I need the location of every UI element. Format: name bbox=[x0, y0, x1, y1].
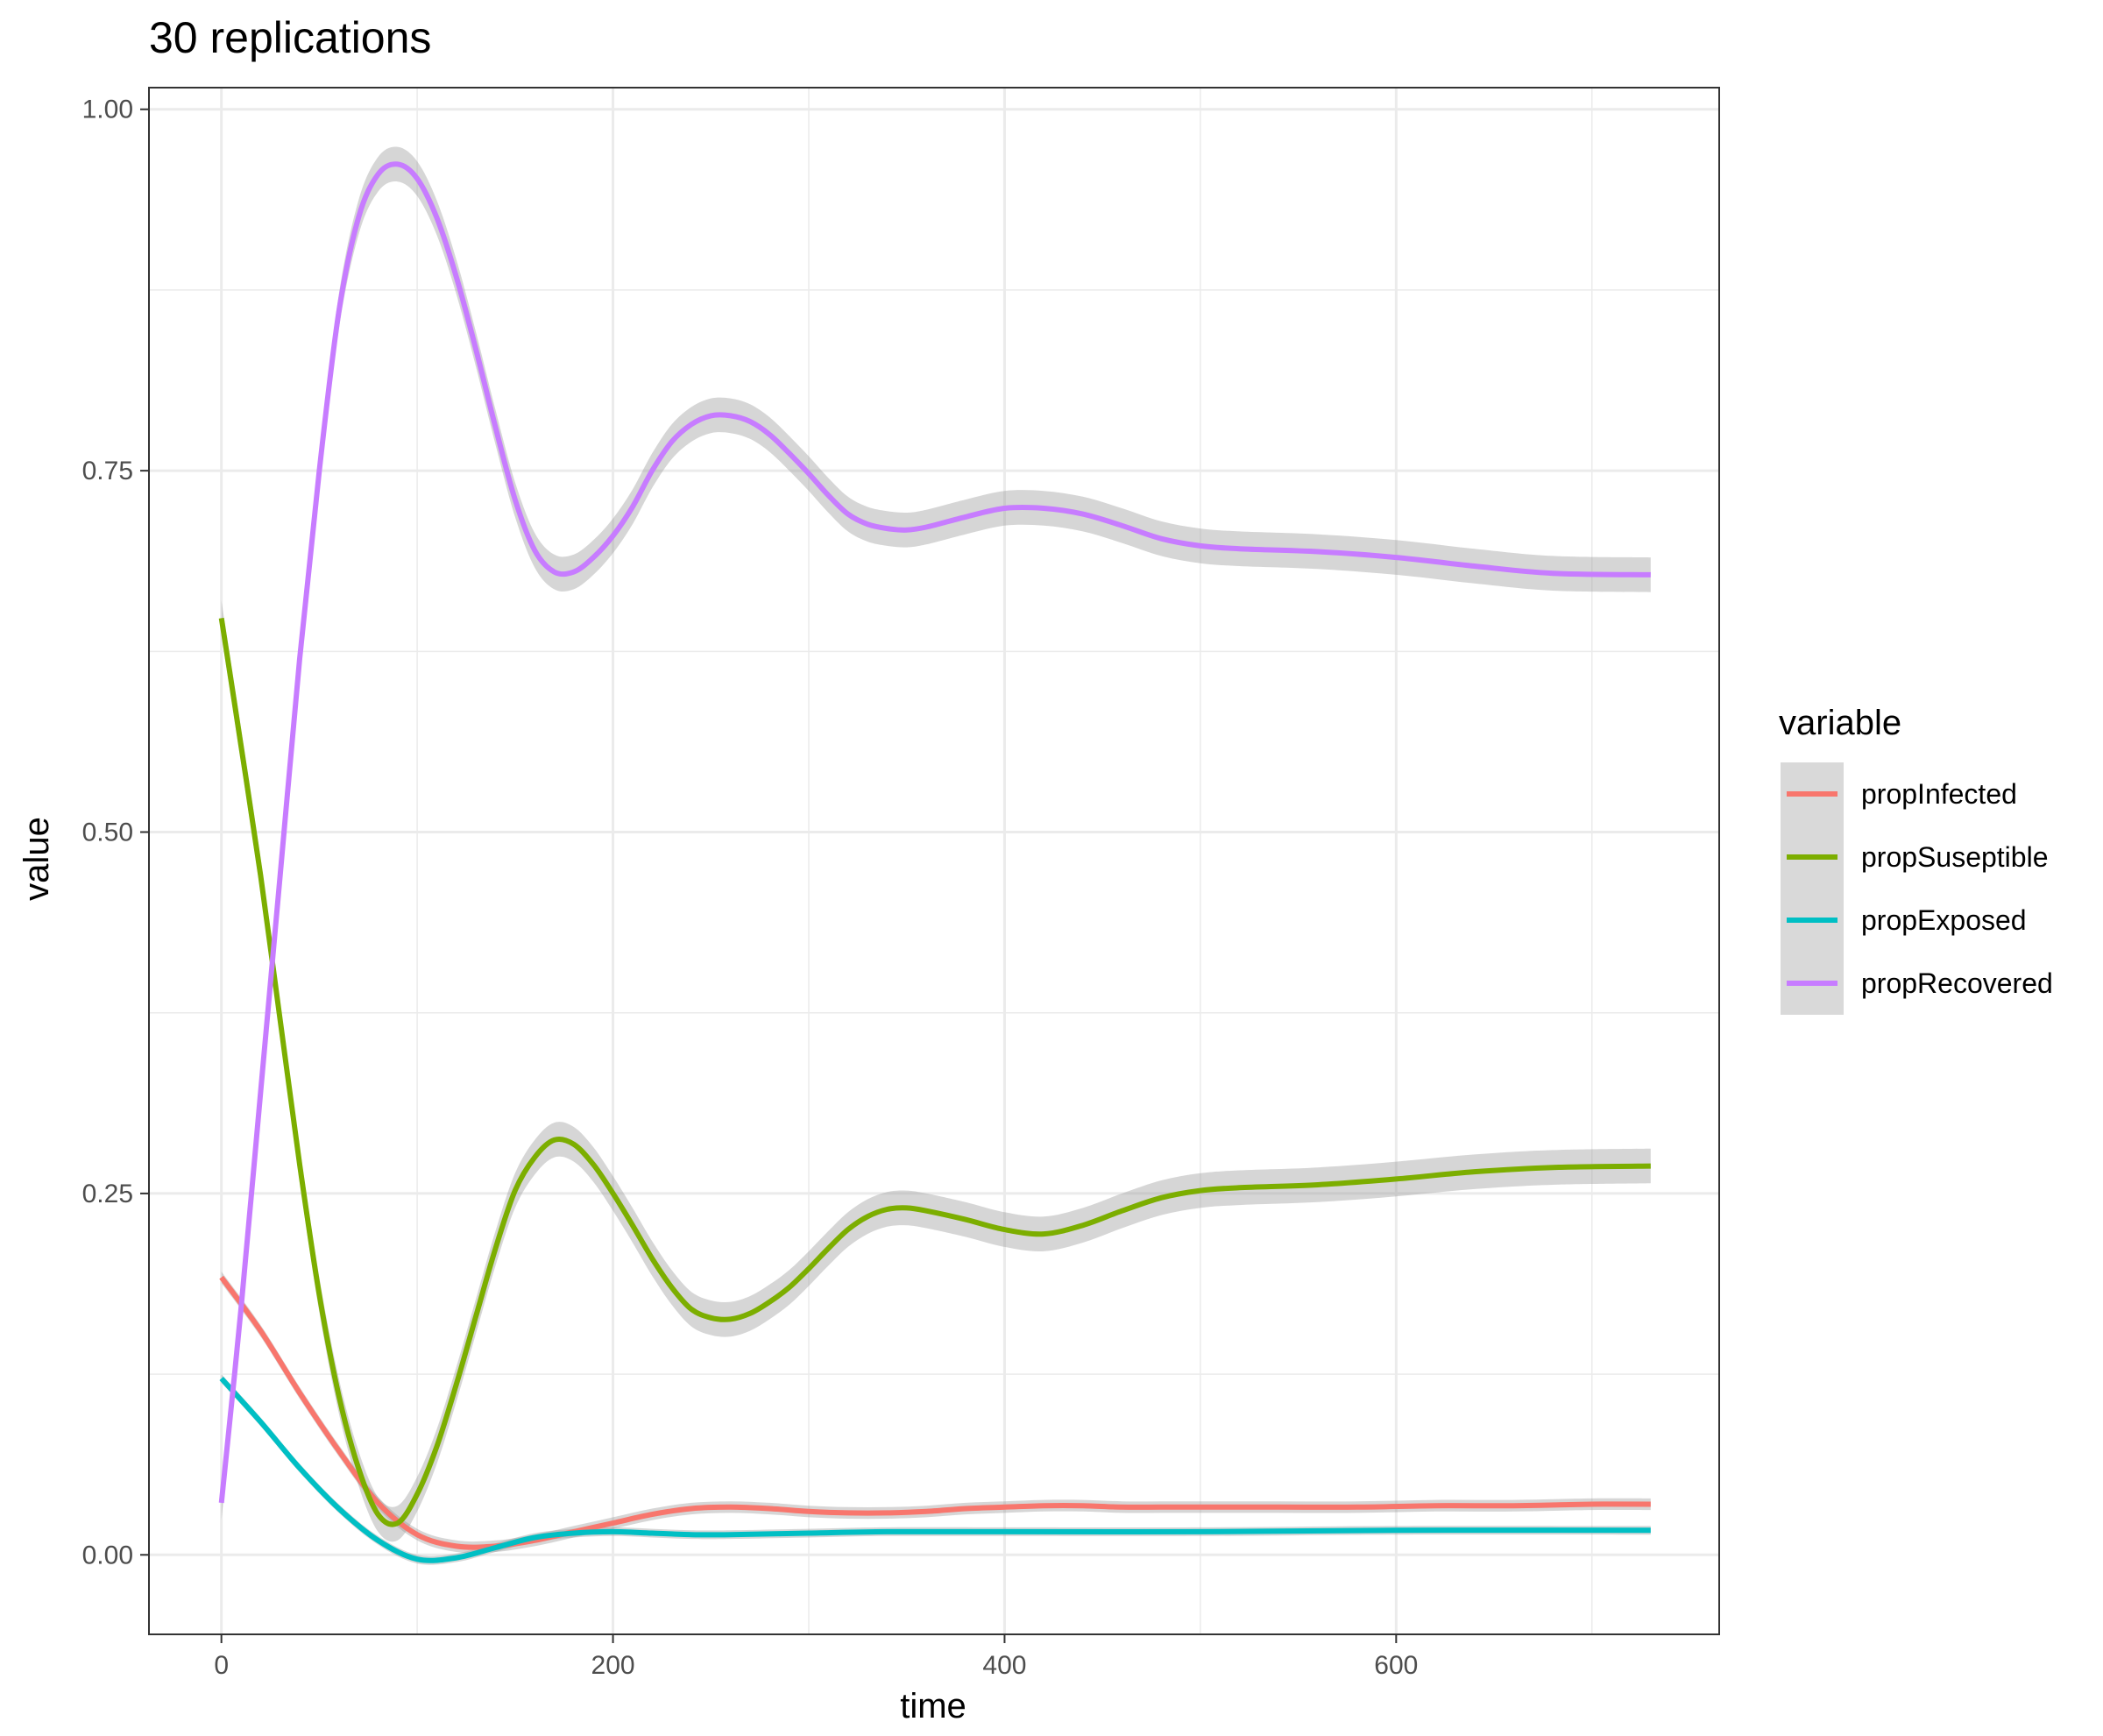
x-tick-label: 200 bbox=[591, 1651, 635, 1680]
grid-minor bbox=[149, 88, 1719, 1634]
x-tick-label: 600 bbox=[1374, 1651, 1418, 1680]
x-axis-title: time bbox=[900, 1687, 967, 1725]
legend-label-propSuseptible: propSuseptible bbox=[1861, 841, 2048, 873]
chart-title: 30 replications bbox=[149, 13, 431, 62]
legend-label-propExposed: propExposed bbox=[1861, 904, 2027, 936]
series-line-propRecovered bbox=[218, 161, 1651, 1504]
y-tick-label: 1.00 bbox=[82, 96, 133, 124]
series-line-propExposed bbox=[219, 1377, 1651, 1563]
y-axis-title: value bbox=[18, 817, 56, 901]
legend: variable propInfected propSuseptible propE… bbox=[1779, 704, 2053, 1015]
legend-label-propInfected: propInfected bbox=[1861, 778, 2017, 810]
x-tick-label: 0 bbox=[214, 1651, 229, 1680]
series-line-propSuseptible bbox=[218, 617, 1651, 1527]
series-line-propInfected bbox=[219, 1275, 1651, 1550]
legend-label-propRecovered: propRecovered bbox=[1861, 967, 2053, 999]
y-axis: 0.00 0.25 0.50 0.75 1.00 bbox=[82, 96, 149, 1569]
grid-major bbox=[149, 88, 1719, 1634]
y-tick-label: 0.50 bbox=[82, 818, 133, 847]
y-tick-label: 0.25 bbox=[82, 1180, 133, 1208]
legend-title: variable bbox=[1779, 704, 1901, 742]
x-axis: 0 200 400 600 bbox=[214, 1634, 1418, 1680]
plot-panel-border bbox=[148, 87, 1720, 1635]
x-tick-label: 400 bbox=[982, 1651, 1026, 1680]
y-tick-label: 0.00 bbox=[82, 1541, 133, 1569]
y-tick-label: 0.75 bbox=[82, 457, 133, 485]
series-lines bbox=[218, 161, 1651, 1563]
